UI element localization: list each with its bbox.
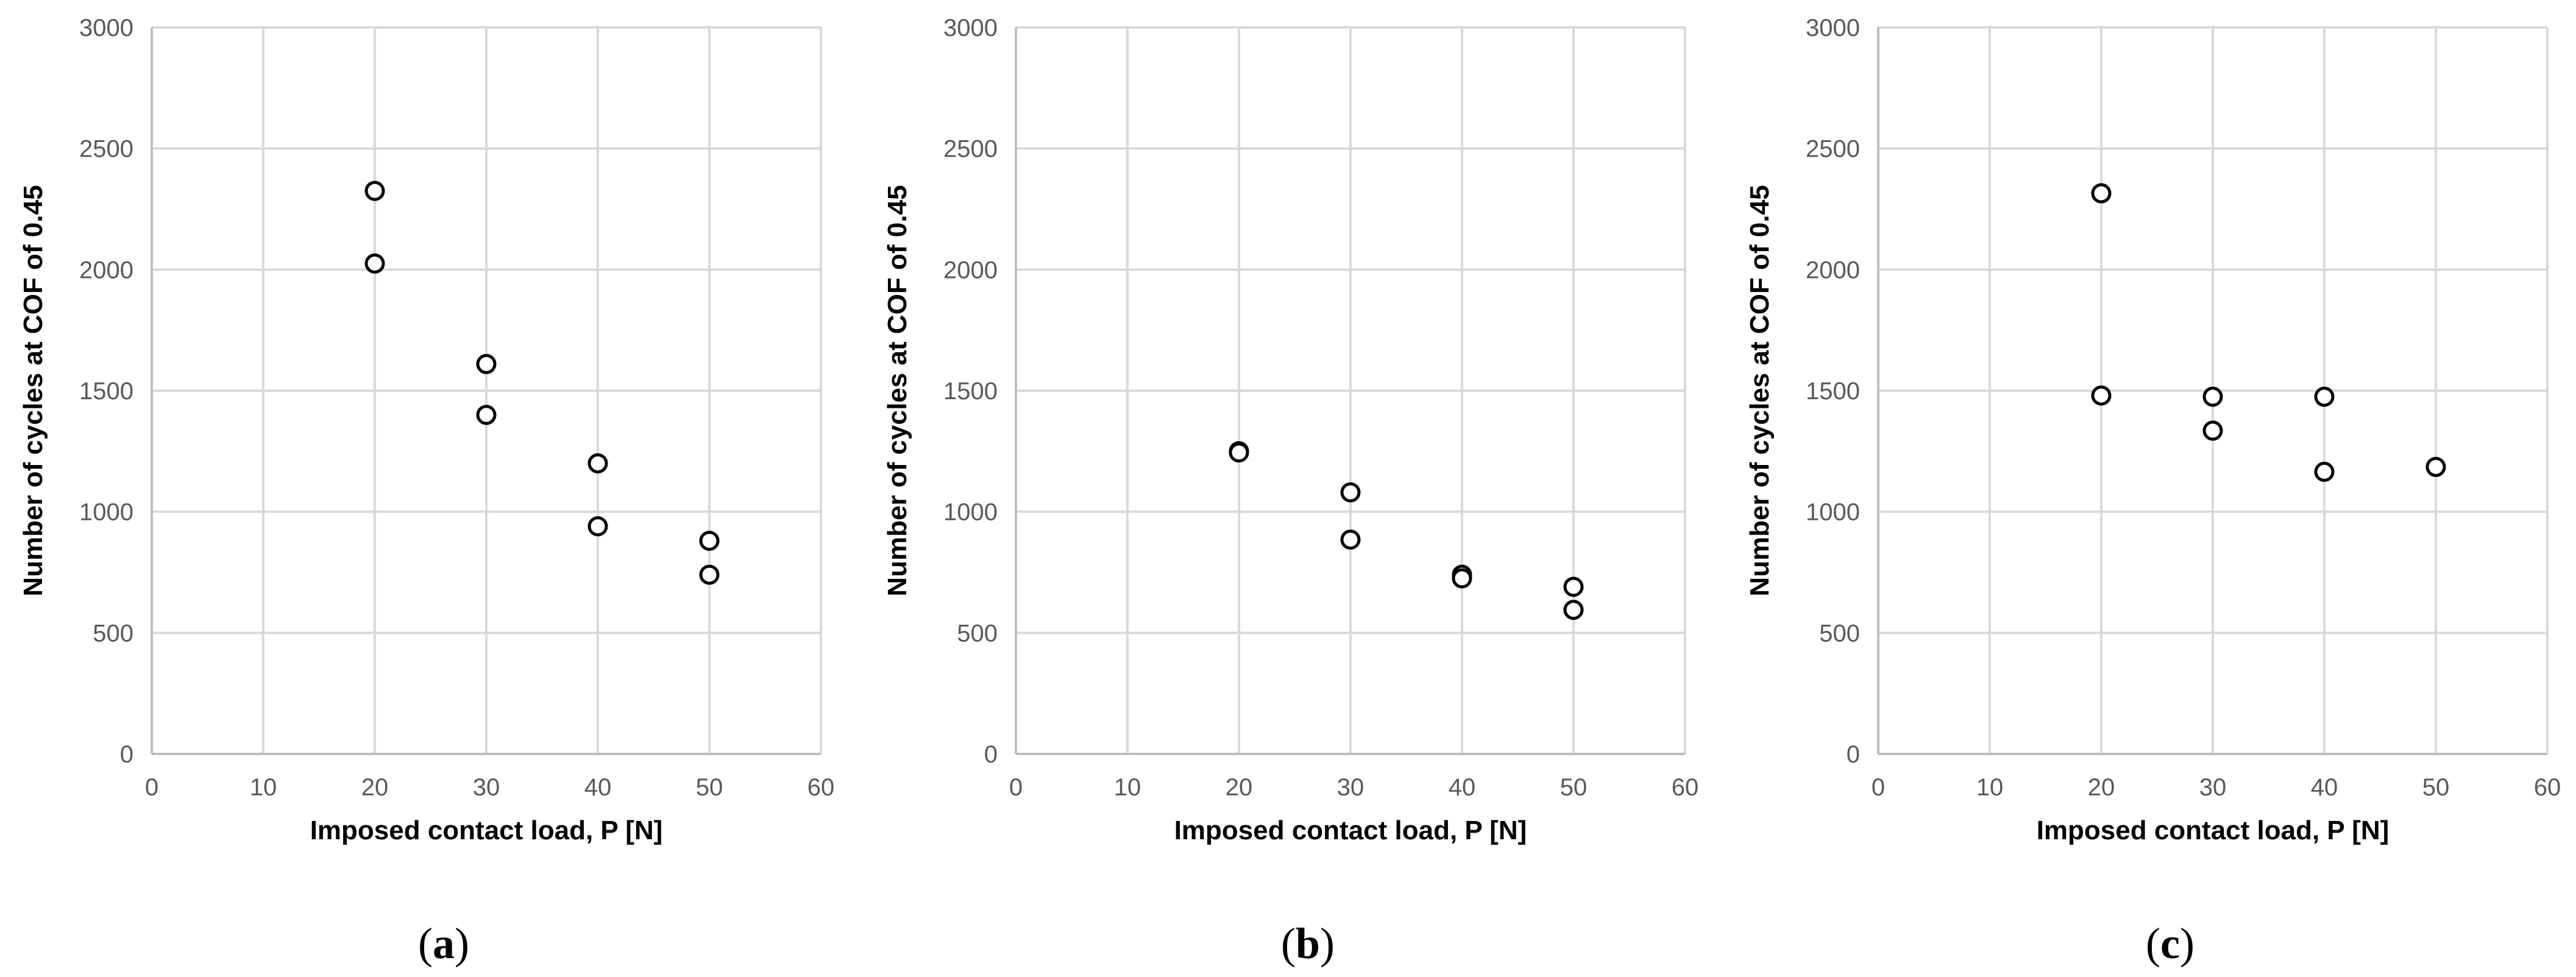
x-tick-label: 60: [1672, 774, 1699, 801]
x-tick-label: 30: [1337, 774, 1364, 801]
x-tick-label: 0: [145, 774, 158, 801]
x-tick-label: 0: [1009, 774, 1023, 801]
y-tick-label: 0: [1847, 741, 1860, 768]
x-tick-label: 30: [473, 774, 500, 801]
data-point: [2091, 183, 2112, 204]
y-tick-label: 500: [93, 620, 133, 647]
data-point: [1563, 600, 1584, 620]
y-tick-label: 3000: [79, 15, 133, 41]
y-tick-label: 2500: [943, 136, 998, 163]
x-tick-label: 0: [1872, 774, 1885, 801]
y-tick-label: 1500: [943, 378, 998, 405]
x-tick-label: 50: [1560, 774, 1588, 801]
chart-panel-c: 0 10 20 30 40 50 60 0 500 1000 1500 2000 2500 3000 Imp…: [1745, 15, 2561, 968]
panel-label: (b): [1281, 919, 1335, 968]
y-tick-label: 2500: [79, 136, 133, 163]
x-tick-label: 40: [1449, 774, 1476, 801]
data-point: [1229, 442, 1249, 463]
y-tick-label: 2000: [1806, 257, 1860, 283]
data-point: [587, 453, 608, 474]
y-axis-title: Number of cycles at COF of 0.45: [18, 185, 48, 597]
data-point: [364, 253, 385, 274]
y-tick-label: 3000: [1806, 15, 1860, 41]
x-tick-label: 10: [250, 774, 277, 801]
y-tick-label: 1500: [79, 378, 133, 405]
data-point: [699, 530, 720, 551]
data-point: [364, 180, 385, 201]
data-point: [2091, 385, 2112, 406]
y-axis-title: Number of cycles at COF of 0.45: [882, 185, 912, 597]
data-point: [2314, 386, 2335, 407]
x-axis-title: Imposed contact load, P [N]: [1174, 815, 1527, 845]
x-tick-label: 60: [807, 774, 835, 801]
data-point: [1340, 482, 1361, 503]
y-tick-label: 2000: [79, 257, 133, 283]
data-point: [476, 353, 497, 374]
chart-panel-a: 0 10 20 30 40 50 60 0 500 1000 1500 2000 2500 3000 Imp…: [18, 15, 834, 968]
x-tick-label: 30: [2199, 774, 2227, 801]
data-point: [2202, 386, 2223, 407]
y-tick-label: 0: [984, 741, 998, 768]
panel-label: (a): [418, 919, 469, 968]
data-point: [1563, 577, 1584, 597]
data-point: [699, 564, 720, 585]
x-tick-label: 50: [696, 774, 723, 801]
panel-label: (c): [2146, 919, 2195, 968]
x-tick-label: 40: [2311, 774, 2338, 801]
x-tick-label: 10: [1114, 774, 1141, 801]
y-tick-label: 2000: [943, 257, 998, 283]
y-tick-label: 1500: [1806, 378, 1860, 405]
x-axis-title: Imposed contact load, P [N]: [2037, 815, 2390, 845]
x-tick-label: 20: [2088, 774, 2115, 801]
data-point: [587, 516, 608, 537]
data-point: [2314, 461, 2335, 482]
y-tick-label: 1000: [943, 499, 998, 526]
x-tick-label: 20: [1226, 774, 1253, 801]
data-point: [476, 405, 497, 425]
x-tick-label: 50: [2422, 774, 2450, 801]
x-tick-label: 20: [361, 774, 389, 801]
x-axis-title: Imposed contact load, P [N]: [310, 815, 663, 845]
x-tick-label: 10: [1976, 774, 2004, 801]
y-tick-label: 1000: [79, 499, 133, 526]
x-tick-label: 60: [2534, 774, 2561, 801]
data-point: [1340, 529, 1361, 550]
y-tick-label: 3000: [943, 15, 998, 41]
y-tick-label: 500: [957, 620, 998, 647]
y-tick-label: 500: [1819, 620, 1860, 647]
y-tick-label: 1000: [1806, 499, 1860, 526]
x-tick-label: 40: [584, 774, 612, 801]
y-axis-title: Number of cycles at COF of 0.45: [1745, 185, 1775, 597]
data-point: [2425, 457, 2446, 477]
y-tick-label: 2500: [1806, 136, 1860, 163]
data-point: [2202, 421, 2223, 441]
y-tick-label: 0: [120, 741, 133, 768]
chart-panel-b: 0 10 20 30 40 50 60 0 500 1000 1500 2000 2500 3000 Imp…: [882, 15, 1698, 968]
data-point: [1452, 568, 1472, 589]
